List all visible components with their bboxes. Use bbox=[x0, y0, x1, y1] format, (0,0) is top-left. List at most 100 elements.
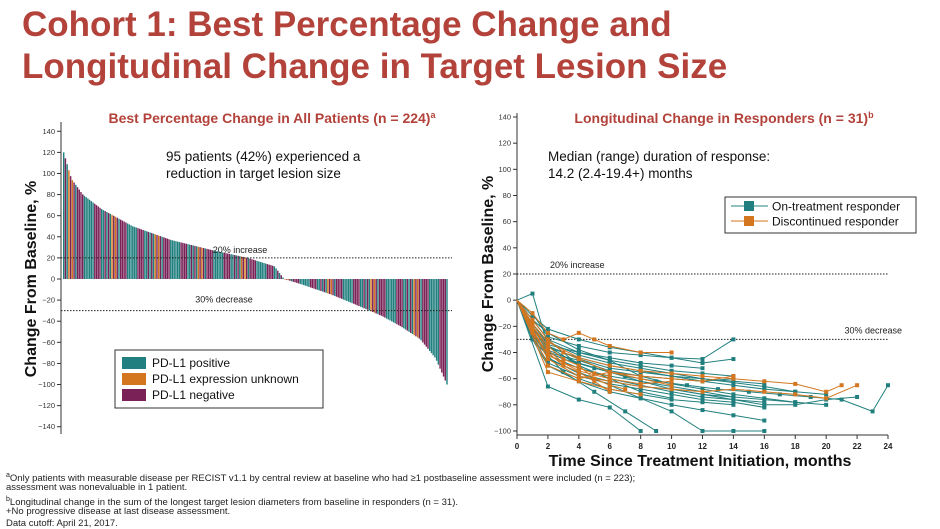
spider-data-point bbox=[700, 392, 705, 397]
spider-y-tick-label: 80 bbox=[503, 191, 511, 200]
spider-data-point bbox=[839, 397, 844, 402]
waterfall-bar bbox=[81, 194, 84, 279]
waterfall-bar bbox=[66, 164, 68, 279]
spider-x-tick-label: 10 bbox=[667, 442, 676, 451]
waterfall-bar bbox=[315, 279, 317, 290]
spider-legend-marker-disc bbox=[744, 216, 754, 226]
spider-data-point bbox=[669, 383, 674, 388]
spider-data-point bbox=[669, 402, 674, 407]
waterfall-bar bbox=[266, 264, 269, 279]
waterfall-bar bbox=[292, 279, 295, 282]
spider-data-point bbox=[638, 392, 643, 397]
spider-x-tick-label: 24 bbox=[884, 442, 893, 451]
spider-data-point bbox=[731, 376, 736, 381]
waterfall-bar bbox=[344, 279, 346, 301]
waterfall-bar bbox=[316, 279, 319, 290]
waterfall-bar bbox=[385, 279, 388, 319]
spider-data-point bbox=[824, 389, 829, 394]
waterfall-y-tick-label: 80 bbox=[47, 190, 55, 199]
waterfall-bar bbox=[211, 250, 213, 279]
spider-data-point bbox=[607, 383, 612, 388]
waterfall-bar bbox=[166, 238, 169, 279]
waterfall-bar bbox=[242, 256, 244, 279]
spider-data-point bbox=[654, 429, 659, 433]
waterfall-bar bbox=[239, 256, 241, 279]
spider-data-point bbox=[731, 402, 736, 407]
spider-data-point bbox=[607, 343, 612, 348]
waterfall-bar bbox=[106, 212, 108, 279]
spider-data-point bbox=[762, 402, 767, 407]
waterfall-bar bbox=[356, 279, 358, 306]
spider-data-point bbox=[545, 334, 550, 339]
spider-data-point bbox=[731, 429, 736, 433]
waterfall-bar bbox=[206, 248, 208, 279]
spider-data-point bbox=[669, 389, 674, 394]
waterfall-bar bbox=[304, 279, 307, 286]
waterfall-bar bbox=[258, 261, 260, 279]
waterfall-bar bbox=[263, 263, 265, 279]
waterfall-bar bbox=[375, 279, 377, 314]
spider-series-line bbox=[516, 299, 734, 382]
data-cutoff: Data cutoff: April 21, 2017. bbox=[6, 518, 118, 529]
waterfall-bar bbox=[294, 279, 296, 283]
spider-y-tick-label: 60 bbox=[503, 217, 511, 226]
waterfall-bar bbox=[88, 199, 91, 279]
waterfall-y-tick-label: 60 bbox=[47, 211, 55, 220]
waterfall-bar bbox=[328, 279, 331, 294]
spider-data-point bbox=[576, 330, 581, 335]
spider-data-point bbox=[700, 376, 705, 381]
waterfall-bar bbox=[138, 228, 141, 279]
waterfall-bar bbox=[406, 279, 408, 331]
spider-data-point bbox=[545, 340, 550, 345]
waterfall-bar bbox=[432, 279, 434, 356]
spider-series-line bbox=[516, 300, 765, 421]
waterfall-bar bbox=[327, 279, 329, 294]
spider-data-point bbox=[669, 392, 674, 397]
waterfall-bar bbox=[173, 240, 175, 279]
waterfall-bar bbox=[368, 279, 371, 311]
spider-legend-marker-on bbox=[744, 201, 754, 211]
spider-x-tick-label: 14 bbox=[729, 442, 738, 451]
waterfall-bar bbox=[149, 232, 151, 279]
spider-data-point bbox=[669, 355, 674, 360]
waterfall-bar bbox=[68, 170, 70, 279]
spider-data-point bbox=[607, 376, 612, 381]
spider-data-point bbox=[607, 360, 612, 365]
waterfall-bar bbox=[370, 279, 372, 312]
spider-y-tick-label: 140 bbox=[498, 113, 511, 122]
waterfall-bar bbox=[297, 279, 300, 284]
waterfall-bar bbox=[382, 279, 384, 317]
spider-data-point bbox=[530, 337, 535, 342]
waterfall-bar bbox=[351, 279, 353, 304]
spider-data-point bbox=[793, 392, 798, 397]
waterfall-y-tick-label: −140 bbox=[38, 422, 55, 431]
waterfall-annotation-line-1: 95 patients (42%) experienced a bbox=[166, 149, 361, 164]
spider-data-point bbox=[654, 379, 659, 384]
waterfall-bar bbox=[321, 279, 324, 292]
waterfall-bar bbox=[423, 279, 426, 345]
waterfall-bar bbox=[92, 202, 94, 279]
waterfall-bar bbox=[365, 279, 367, 310]
spider-data-point bbox=[762, 400, 767, 405]
spider-data-point bbox=[576, 353, 581, 358]
waterfall-bar bbox=[404, 279, 407, 330]
waterfall-bar bbox=[90, 201, 93, 279]
waterfall-bar bbox=[251, 259, 253, 279]
waterfall-bar bbox=[175, 241, 177, 279]
waterfall-bar bbox=[353, 279, 355, 304]
waterfall-bar bbox=[170, 239, 172, 279]
spider-data-point bbox=[669, 374, 674, 379]
waterfall-bar bbox=[425, 279, 427, 347]
spider-y-tick-label: −40 bbox=[498, 348, 511, 357]
waterfall-bar bbox=[285, 279, 288, 280]
waterfall-bar bbox=[121, 220, 124, 279]
waterfall-bar bbox=[261, 262, 263, 279]
spider-data-point bbox=[607, 370, 612, 375]
waterfall-bar bbox=[422, 279, 424, 343]
spider-data-point bbox=[530, 324, 535, 329]
waterfall-bar bbox=[391, 279, 393, 322]
spider-data-point bbox=[576, 368, 581, 373]
footnote-b-marker: b bbox=[6, 496, 10, 503]
waterfall-bar bbox=[201, 247, 203, 279]
spider-data-point bbox=[669, 350, 674, 355]
